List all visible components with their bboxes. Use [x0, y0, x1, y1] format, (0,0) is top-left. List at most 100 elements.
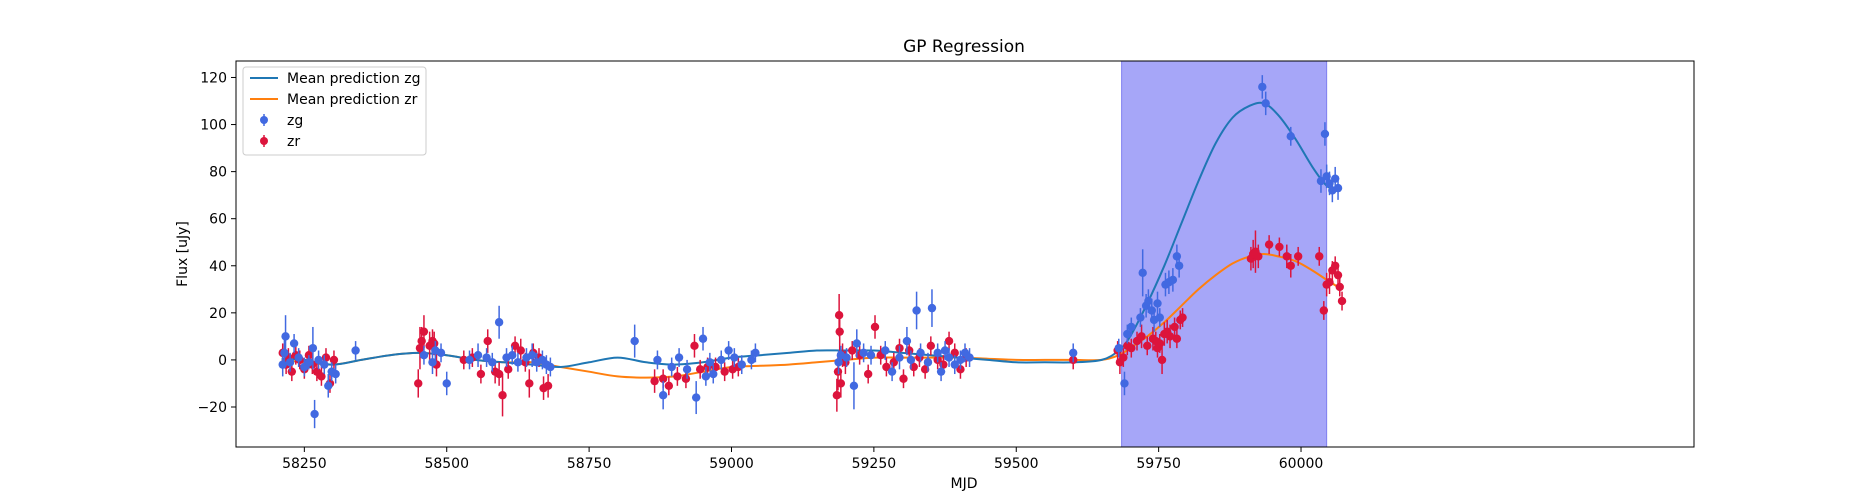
legend-swatch-zg: [260, 116, 268, 124]
zg-marker: [1168, 275, 1178, 285]
x-tick-label: 59500: [994, 456, 1039, 472]
zr-marker: [543, 381, 553, 391]
zg-marker: [717, 355, 726, 365]
zr-marker: [1275, 242, 1284, 252]
zg-point: [428, 350, 437, 375]
zr-marker: [720, 367, 729, 376]
legend-swatch-zr: [260, 137, 268, 145]
zg-marker: [1286, 132, 1295, 141]
zg-point: [724, 341, 733, 360]
zr-point: [650, 369, 659, 393]
zg-point: [674, 348, 684, 367]
zr-marker: [1325, 278, 1334, 287]
y-tick-label: 80: [209, 165, 227, 181]
zr-marker: [944, 336, 954, 346]
zg-point: [944, 348, 954, 367]
zr-marker: [673, 372, 682, 381]
zr-marker: [415, 343, 425, 353]
zg-marker: [912, 306, 921, 315]
zr-point: [1143, 336, 1152, 356]
zg-point: [866, 345, 876, 365]
zg-marker: [698, 334, 708, 343]
zr-point: [1335, 277, 1344, 297]
zr-marker: [1155, 339, 1164, 348]
zg-point: [950, 355, 959, 375]
zg-marker: [1153, 299, 1162, 308]
zr-point: [1337, 291, 1347, 311]
zg-point: [294, 348, 303, 367]
zr-marker: [1127, 343, 1136, 353]
zg-point: [527, 343, 537, 367]
zr-marker: [863, 369, 873, 379]
x-tick-label: 58750: [567, 456, 612, 472]
zg-marker: [304, 358, 314, 367]
zg-marker: [709, 369, 718, 379]
zg-marker: [527, 351, 537, 360]
zg-point: [324, 374, 333, 398]
zg-point: [730, 348, 739, 367]
zg-marker: [944, 353, 954, 362]
zr-marker: [658, 374, 668, 383]
zr-point: [1155, 334, 1164, 353]
zg-point: [546, 357, 555, 377]
zg-point: [280, 338, 289, 367]
zg-point: [653, 350, 662, 370]
zr-marker: [835, 327, 844, 336]
x-tick-label: 58500: [424, 456, 469, 472]
x-tick-label: 59250: [852, 456, 897, 472]
zg-point: [927, 289, 937, 327]
x-tick-label: 59000: [709, 456, 754, 472]
y-tick-label: 100: [200, 118, 227, 134]
zr-marker: [1264, 240, 1274, 249]
zg-point: [482, 348, 491, 367]
zr-marker: [304, 351, 314, 360]
zr-point: [504, 359, 513, 379]
zg-point: [701, 366, 711, 386]
zg-marker: [658, 391, 668, 400]
zg-point: [751, 343, 760, 363]
zg-marker: [308, 343, 318, 353]
zg-marker: [1138, 268, 1147, 278]
zr-marker: [1165, 332, 1175, 341]
zg-point: [852, 329, 861, 358]
zg-point: [849, 362, 859, 410]
zr-point: [1165, 324, 1175, 349]
zg-marker: [842, 353, 851, 362]
zg-marker: [849, 381, 859, 391]
zr-point: [419, 315, 429, 349]
zr-marker: [899, 374, 908, 383]
zr-marker: [664, 381, 674, 391]
zr-marker: [1172, 334, 1182, 343]
zg-point: [1261, 91, 1270, 116]
zg-point: [488, 352, 497, 372]
zr-marker: [1315, 252, 1324, 261]
zg-marker: [1333, 183, 1343, 193]
zr-point: [1286, 254, 1295, 278]
zg-point: [630, 324, 639, 358]
zr-point: [543, 374, 553, 398]
zr-point: [317, 366, 326, 386]
zr-point: [1172, 329, 1182, 349]
legend-box: [242, 66, 427, 156]
zg-marker: [508, 351, 517, 360]
zg-point: [310, 399, 319, 429]
zr-marker: [650, 376, 659, 386]
zg-marker: [494, 318, 504, 327]
zg-marker: [278, 360, 287, 369]
zg-marker: [1069, 348, 1078, 358]
zg-point: [1168, 268, 1178, 292]
zg-marker: [436, 348, 446, 358]
zg-point: [737, 355, 746, 375]
zg-marker: [482, 353, 491, 362]
zg-marker: [724, 346, 733, 355]
zg-point: [717, 350, 726, 370]
zr-point: [664, 376, 674, 396]
zr-point: [1264, 235, 1274, 254]
zg-marker: [351, 346, 360, 355]
zr-marker: [287, 367, 297, 376]
zr-point: [483, 329, 492, 353]
zg-point: [508, 345, 517, 365]
y-tick-label: 60: [209, 212, 227, 228]
zr-point: [525, 369, 534, 398]
